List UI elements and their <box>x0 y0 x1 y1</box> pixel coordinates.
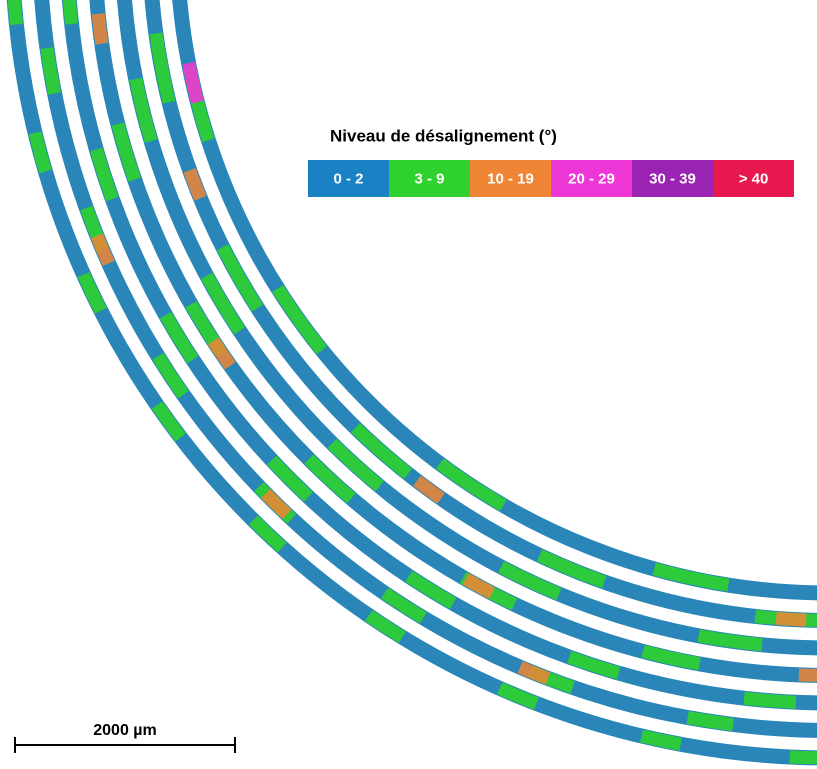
fiber-bands <box>6 0 817 766</box>
legend-label: 20 - 29 <box>568 170 615 187</box>
legend-swatch <box>713 160 794 197</box>
legend-title: Niveau de désalignement (°) <box>330 126 557 145</box>
legend-swatch <box>308 160 389 197</box>
legend-swatch <box>632 160 713 197</box>
legend-swatch <box>470 160 551 197</box>
legend-label: 3 - 9 <box>414 170 444 187</box>
legend-label: 10 - 19 <box>487 170 534 187</box>
scale-label: 2000 µm <box>93 722 156 739</box>
legend-swatch <box>389 160 470 197</box>
legend-swatch <box>551 160 632 197</box>
fiber-band <box>144 0 817 628</box>
fiber-band <box>117 0 817 656</box>
legend-label: 0 - 2 <box>333 170 363 187</box>
legend-label: 30 - 39 <box>649 170 696 187</box>
scale-bar: 2000 µm <box>14 722 236 753</box>
legend: Niveau de désalignement (°) 0 - 2 3 - 9 10… <box>308 126 794 197</box>
legend-label: > 40 <box>739 170 769 187</box>
fiber-band <box>6 0 817 766</box>
